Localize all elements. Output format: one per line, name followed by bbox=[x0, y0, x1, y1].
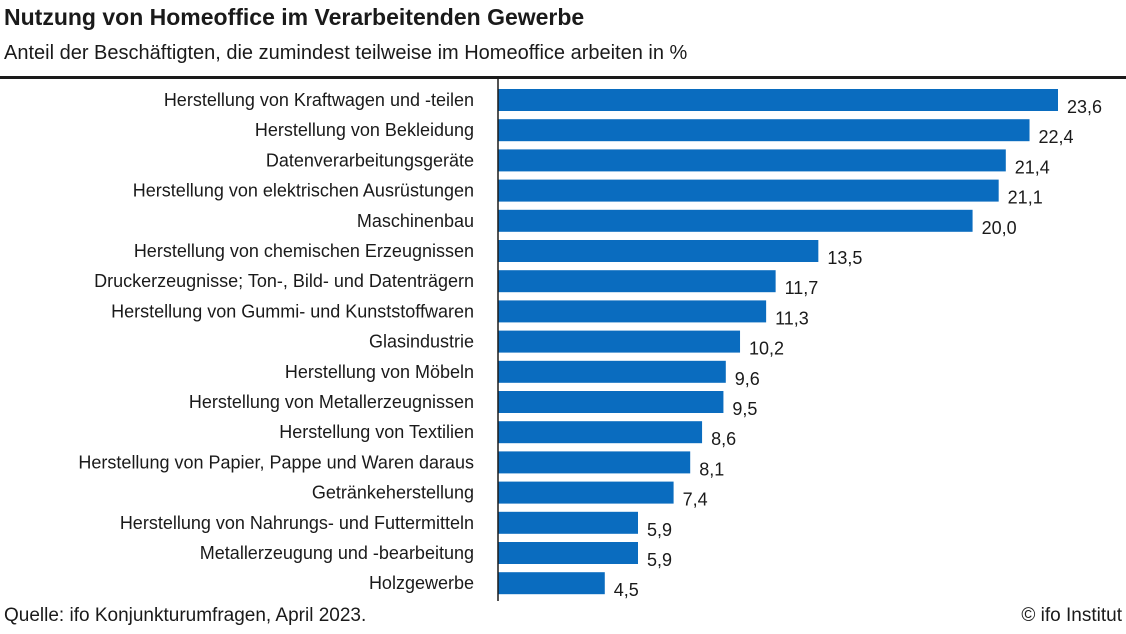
bar bbox=[498, 209, 973, 232]
bar bbox=[498, 542, 638, 564]
value-label: 7,4 bbox=[683, 490, 708, 510]
value-label: 5,9 bbox=[647, 550, 672, 570]
category-label: Herstellung von Kraftwagen und -teilen bbox=[164, 90, 474, 110]
bar bbox=[498, 270, 776, 293]
value-label: 11,7 bbox=[785, 278, 819, 298]
category-label: Herstellung von chemischen Erzeugnissen bbox=[134, 241, 474, 261]
bar bbox=[498, 330, 741, 353]
bar bbox=[498, 179, 999, 202]
value-label: 9,5 bbox=[732, 399, 757, 419]
value-label: 8,1 bbox=[699, 459, 724, 479]
category-label: Herstellung von elektrischen Ausrüstunge… bbox=[133, 181, 474, 201]
category-label: Maschinenbau bbox=[357, 211, 474, 231]
category-label: Herstellung von Papier, Pappe und Waren … bbox=[78, 452, 474, 472]
value-label: 13,5 bbox=[827, 248, 862, 268]
bar bbox=[498, 360, 726, 383]
category-label: Herstellung von Möbeln bbox=[285, 362, 474, 382]
bar bbox=[498, 451, 691, 474]
category-label: Herstellung von Metallerzeugnissen bbox=[189, 392, 474, 412]
header-rule bbox=[0, 76, 1126, 79]
bar bbox=[498, 300, 767, 323]
bar bbox=[498, 511, 638, 534]
bar bbox=[498, 119, 1030, 142]
category-label: Herstellung von Gummi- und Kunststoffwar… bbox=[111, 301, 474, 321]
source-note: Quelle: ifo Konjunkturumfragen, April 20… bbox=[4, 605, 367, 626]
category-label: Herstellung von Nahrungs- und Futtermitt… bbox=[120, 513, 474, 533]
category-label: Holzgewerbe bbox=[369, 573, 474, 593]
value-label: 10,2 bbox=[749, 339, 784, 359]
bar-chart: Herstellung von Kraftwagen und -teilen 23… bbox=[78, 79, 1102, 601]
value-label: 4,5 bbox=[614, 580, 639, 600]
category-label: Glasindustrie bbox=[369, 332, 474, 352]
bar bbox=[498, 149, 1006, 172]
value-label: 23,6 bbox=[1067, 97, 1102, 117]
category-label: Datenverarbeitungsgeräte bbox=[266, 150, 474, 170]
value-label: 20,0 bbox=[982, 218, 1017, 238]
bar bbox=[498, 391, 724, 413]
value-label: 21,4 bbox=[1015, 157, 1050, 177]
category-label: Getränkeherstellung bbox=[312, 483, 474, 503]
value-label: 5,9 bbox=[647, 520, 672, 540]
value-label: 11,3 bbox=[775, 308, 809, 328]
chart-title: Nutzung von Homeoffice im Verarbeitenden… bbox=[4, 4, 585, 30]
category-label: Herstellung von Textilien bbox=[279, 422, 474, 442]
bar bbox=[498, 89, 1058, 111]
bar bbox=[498, 481, 674, 504]
category-label: Herstellung von Bekleidung bbox=[255, 120, 474, 140]
chart-subtitle: Anteil der Beschäftigten, die zumindest … bbox=[4, 42, 688, 64]
value-label: 9,6 bbox=[735, 369, 760, 389]
bar bbox=[498, 240, 819, 262]
bar bbox=[498, 572, 605, 595]
bars-group: Herstellung von Kraftwagen und -teilen 23… bbox=[78, 89, 1102, 600]
value-label: 8,6 bbox=[711, 429, 736, 449]
category-label: Druckerzeugnisse; Ton-, Bild- und Datent… bbox=[94, 271, 474, 291]
value-label: 21,1 bbox=[1008, 188, 1043, 208]
bar bbox=[498, 421, 703, 444]
category-label: Metallerzeugung und -bearbeitung bbox=[200, 543, 474, 563]
copyright-note: © ifo Institut bbox=[1021, 605, 1122, 626]
value-label: 22,4 bbox=[1039, 127, 1074, 147]
